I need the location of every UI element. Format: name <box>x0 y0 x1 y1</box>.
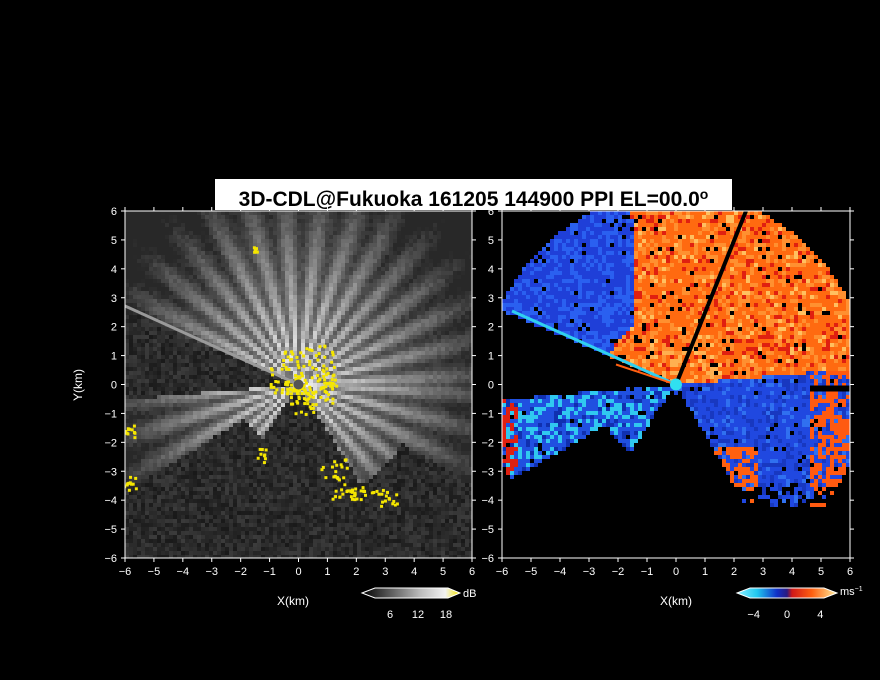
snr-panel: −6 −5 −4 −3 −2 −1 0 1 2 3 4 5 6 −6 −5 −4 −3 −2 −1 0 1 2 3 4 5 6 X… <box>71 206 476 608</box>
y-tick-label: −5 <box>104 524 117 536</box>
x-tick-label: 1 <box>702 566 708 578</box>
x-tick-label: 6 <box>847 566 853 578</box>
y-tick-label: −1 <box>104 408 117 420</box>
x-tick-label: −2 <box>612 566 625 578</box>
x-tick-label: 1 <box>324 566 330 578</box>
x-tick-label: −2 <box>234 566 247 578</box>
y-tick-label: 3 <box>111 293 117 305</box>
snr-colorbar-ticks: 6 12 18 <box>387 609 452 621</box>
x-tick-label: −3 <box>583 566 596 578</box>
velocity-panel: −6 −5 −4 −3 −2 −1 0 1 2 3 4 5 6 −6 −5 −4 −3 −2 −1 0 1 2 3 4 5 6 X… <box>481 206 854 608</box>
y-tick-label: −6 <box>481 553 494 565</box>
x-tick-label: −3 <box>205 566 218 578</box>
x-tick-label: 0 <box>673 566 679 578</box>
y-tick-label: 6 <box>488 206 494 218</box>
velocity-axes: −6 −5 −4 −3 −2 −1 0 1 2 3 4 5 6 −6 −5 −4 −3 −2 −1 0 1 2 3 4 5 6 <box>481 206 854 578</box>
snr-colorbar: dB 6 12 18 <box>360 587 476 621</box>
y-tick-label: 3 <box>488 293 494 305</box>
x-tick-label: 5 <box>818 566 824 578</box>
y-tick-label: −1 <box>481 408 494 420</box>
x-tick-label: 4 <box>411 566 417 578</box>
x-tick-label: 5 <box>440 566 446 578</box>
y-axis-label: Y(km) <box>71 369 85 401</box>
snr-x-axis-label: X(km) <box>277 594 309 608</box>
x-tick-label: 4 <box>789 566 795 578</box>
x-tick-label: −1 <box>263 566 276 578</box>
velocity-colorbar-ticks: −4 0 4 <box>747 609 823 621</box>
x-tick-label: 2 <box>353 566 359 578</box>
chart-title: 3D-CDL@Fukuoka 161205 144900 PPI EL=00.0… <box>215 179 732 211</box>
y-tick-label: −3 <box>104 466 117 478</box>
y-tick-label: 1 <box>488 351 494 363</box>
snr-axes: −6 −5 −4 −3 −2 −1 0 1 2 3 4 5 6 −6 −5 −4 −3 −2 −1 0 1 2 3 4 5 6 <box>104 206 476 578</box>
y-tick-label: 0 <box>111 380 117 392</box>
y-tick-label: 2 <box>111 322 117 334</box>
velocity-colorbar: ms−1 −4 0 4 <box>735 586 863 621</box>
velocity-x-axis-label: X(km) <box>660 594 692 608</box>
colorbar-tick-label: 18 <box>440 609 452 621</box>
colorbar-tick-label: −4 <box>747 609 760 621</box>
colorbar-tick-label: 12 <box>412 609 424 621</box>
y-tick-label: −2 <box>104 437 117 449</box>
y-tick-label: −3 <box>481 466 494 478</box>
x-tick-label: −5 <box>148 566 161 578</box>
y-tick-label: 5 <box>488 235 494 247</box>
x-tick-label: 3 <box>760 566 766 578</box>
snr-heatmap <box>125 211 472 558</box>
chart-title-text: 3D-CDL@Fukuoka 161205 144900 PPI EL=00.0 <box>238 188 700 211</box>
y-tick-label: 0 <box>488 380 494 392</box>
y-tick-label: −4 <box>104 495 117 507</box>
y-tick-label: 4 <box>488 264 494 276</box>
x-tick-label: 6 <box>469 566 475 578</box>
snr-colorbar-bar <box>360 587 462 599</box>
x-tick-label: −1 <box>641 566 654 578</box>
y-tick-label: −6 <box>104 553 117 565</box>
colorbar-tick-label: 0 <box>784 609 790 621</box>
colorbar-tick-label: 6 <box>387 609 393 621</box>
colorbar-tick-label: 4 <box>817 609 823 621</box>
x-tick-label: −4 <box>177 566 190 578</box>
x-tick-label: 3 <box>382 566 388 578</box>
y-tick-label: 6 <box>111 206 117 218</box>
x-tick-label: 0 <box>295 566 301 578</box>
y-tick-label: 1 <box>111 351 117 363</box>
x-tick-label: 2 <box>731 566 737 578</box>
x-tick-label: −6 <box>496 566 509 578</box>
y-tick-label: −4 <box>481 495 494 507</box>
y-tick-label: 5 <box>111 235 117 247</box>
y-tick-label: −2 <box>481 437 494 449</box>
y-tick-label: −5 <box>481 524 494 536</box>
degree-superscript: o <box>699 186 709 202</box>
snr-colorbar-unit: dB <box>463 588 476 600</box>
x-tick-label: −6 <box>119 566 132 578</box>
velocity-colorbar-bar <box>735 587 839 599</box>
y-tick-label: 2 <box>488 322 494 334</box>
velocity-heatmap <box>502 211 850 558</box>
x-tick-label: −4 <box>554 566 567 578</box>
velocity-colorbar-unit: ms−1 <box>840 586 863 598</box>
y-tick-label: 4 <box>111 264 117 276</box>
x-tick-label: −5 <box>525 566 538 578</box>
